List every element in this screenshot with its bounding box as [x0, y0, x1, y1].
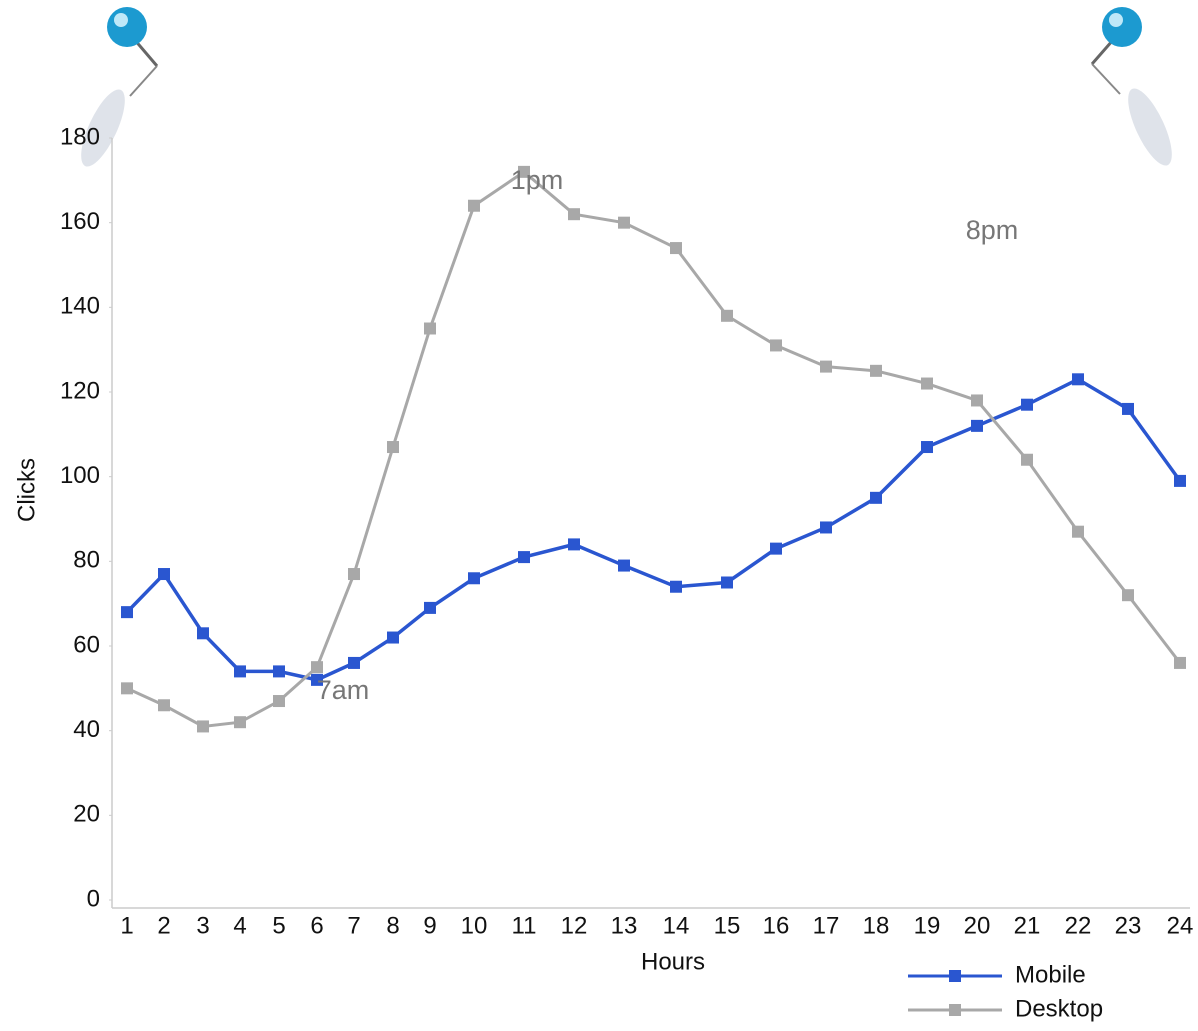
data-point	[197, 720, 209, 733]
data-point	[273, 665, 285, 678]
x-tick-label: 6	[310, 912, 323, 939]
y-tick-label: 20	[73, 801, 100, 828]
data-point	[870, 364, 882, 377]
x-tick-label: 7	[347, 912, 360, 939]
x-tick-label: 10	[461, 912, 488, 939]
data-point	[234, 716, 246, 729]
x-tick-label: 19	[914, 912, 941, 939]
data-point	[670, 580, 682, 593]
data-point	[468, 572, 480, 585]
data-point	[158, 568, 170, 581]
data-point	[820, 360, 832, 373]
data-point	[468, 199, 480, 212]
x-tick-label: 23	[1115, 912, 1142, 939]
x-tick-label: 4	[233, 912, 246, 939]
x-tick-label: 20	[964, 912, 991, 939]
data-point	[1021, 398, 1033, 411]
x-tick-label: 9	[423, 912, 436, 939]
x-tick-label: 3	[196, 912, 209, 939]
data-point	[1174, 474, 1186, 487]
data-point	[311, 673, 323, 686]
pin-left	[81, 7, 159, 167]
y-axis-label: Clicks	[13, 458, 40, 522]
data-point	[518, 551, 530, 564]
legend-marker	[949, 1004, 961, 1016]
data-point	[618, 216, 630, 229]
data-point	[971, 394, 983, 407]
x-tick-label: 16	[763, 912, 790, 939]
x-tick-label: 18	[863, 912, 890, 939]
series-line	[125, 377, 1182, 682]
y-tick-label: 160	[60, 208, 100, 235]
legend-marker	[949, 970, 961, 982]
data-point	[387, 631, 399, 644]
series-line	[126, 169, 1182, 728]
legend-label: Mobile	[1015, 961, 1086, 988]
data-point	[721, 309, 733, 322]
data-point	[721, 576, 733, 589]
x-tick-label: 1	[120, 912, 133, 939]
y-tick-label: 140	[60, 293, 100, 320]
data-point	[770, 339, 782, 352]
data-point	[618, 559, 630, 572]
data-point	[568, 538, 580, 551]
data-point	[1122, 402, 1134, 415]
y-tick-label: 60	[73, 631, 100, 658]
data-point	[518, 165, 530, 178]
x-tick-label: 22	[1065, 912, 1092, 939]
data-point	[921, 441, 933, 454]
data-point	[568, 208, 580, 221]
x-axis-label: Hours	[641, 948, 705, 975]
x-tick-label: 14	[663, 912, 690, 939]
data-point	[158, 699, 170, 712]
data-point	[1021, 453, 1033, 466]
data-point	[234, 665, 246, 678]
data-point	[121, 682, 133, 695]
data-point	[311, 661, 323, 674]
data-point	[971, 419, 983, 432]
x-tick-label: 11	[512, 912, 537, 939]
x-tick-label: 8	[386, 912, 399, 939]
data-point	[1072, 373, 1084, 386]
data-point	[424, 322, 436, 335]
data-point	[1122, 589, 1134, 602]
pin-right	[1090, 7, 1172, 166]
y-tick-label: 0	[87, 885, 100, 912]
x-tick-label: 5	[272, 912, 285, 939]
data-point	[197, 627, 209, 640]
x-tick-label: 15	[714, 912, 741, 939]
annotation: 1pm	[511, 165, 564, 195]
data-point	[820, 521, 832, 534]
y-tick-label: 80	[73, 547, 100, 574]
data-point	[770, 542, 782, 555]
y-tick-label: 180	[60, 123, 100, 150]
y-tick-label: 100	[60, 462, 100, 489]
y-tick-label: 40	[73, 716, 100, 743]
x-tick-label: 21	[1014, 912, 1041, 939]
data-point	[870, 491, 882, 504]
data-point	[348, 568, 360, 581]
x-tick-label: 12	[561, 912, 588, 939]
data-point	[387, 441, 399, 454]
data-point	[1174, 656, 1186, 669]
data-point	[348, 656, 360, 669]
x-tick-label: 17	[813, 912, 840, 939]
y-tick-label: 120	[60, 377, 100, 404]
data-point	[121, 606, 133, 619]
x-tick-label: 13	[611, 912, 638, 939]
annotation: 8pm	[966, 215, 1019, 245]
data-point	[670, 242, 682, 255]
x-tick-label: 24	[1167, 912, 1194, 939]
data-point	[1072, 525, 1084, 538]
data-point	[921, 377, 933, 390]
x-tick-label: 2	[157, 912, 170, 939]
data-point	[273, 695, 285, 708]
annotation: 7am	[317, 675, 370, 705]
data-point	[424, 601, 436, 614]
legend-label: Desktop	[1015, 995, 1103, 1022]
